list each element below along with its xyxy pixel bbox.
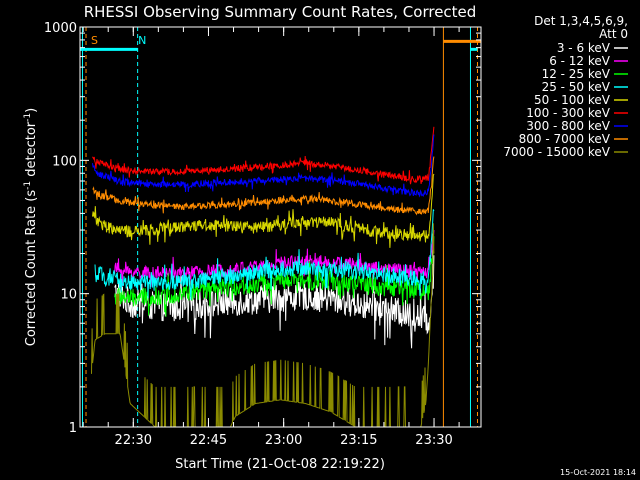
x-tick-label-4: 23:30 xyxy=(415,433,452,448)
x-tick-label-1: 22:45 xyxy=(190,433,227,448)
y-tick-label-1: 10 xyxy=(60,288,77,303)
state-bars xyxy=(80,39,481,51)
y-axis-label-part3: ) xyxy=(24,108,39,113)
annotation-s: S xyxy=(91,34,98,47)
legend-label-4: 50 - 100 keV xyxy=(534,93,611,107)
x-tick-label-0: 22:30 xyxy=(115,433,152,448)
y-axis-ticks: 1 10 100 1000 xyxy=(44,21,481,436)
series-line-6 xyxy=(92,134,435,198)
legend-label-8: 7000 - 15000 keV xyxy=(503,145,610,159)
series-line-3 xyxy=(94,209,435,300)
legend-label-0: 3 - 6 keV xyxy=(557,41,611,55)
x-tick-label-3: 23:15 xyxy=(340,433,377,448)
timestamp: 15-Oct-2021 18:14 xyxy=(560,468,636,477)
y-axis-label-part1: Corrected Count Rate (s xyxy=(24,190,39,347)
legend-label-2: 12 - 25 keV xyxy=(542,67,611,81)
legend-label-3: 25 - 50 keV xyxy=(542,80,611,94)
legend-label-6: 300 - 800 keV xyxy=(526,119,610,133)
x-axis-ticks: 22:30 22:45 23:00 23:15 23:30 xyxy=(82,27,460,448)
x-axis-label: Start Time (21-Oct-08 22:19:22) xyxy=(175,457,385,472)
series-line-4 xyxy=(92,173,435,248)
legend-label-1: 6 - 12 keV xyxy=(549,54,611,68)
legend-header-line2: Att 0 xyxy=(599,27,628,41)
plot-frame xyxy=(79,26,482,428)
series-line-7 xyxy=(92,156,435,216)
series-line-5 xyxy=(92,126,435,185)
y-tick-label-3: 1000 xyxy=(44,21,77,36)
legend-label-7: 800 - 7000 keV xyxy=(519,132,611,146)
annotation-n: N xyxy=(138,34,146,47)
chart-title: RHESSI Observing Summary Count Rates, Co… xyxy=(84,3,477,21)
legend-label-5: 100 - 300 keV xyxy=(526,106,610,120)
y-tick-label-2: 100 xyxy=(52,154,77,169)
y-axis-label-sup2: -1 xyxy=(23,113,33,122)
y-axis-label: Corrected Count Rate (s-1 detector-1) xyxy=(23,108,39,346)
y-tick-label-0: 1 xyxy=(69,421,77,436)
x-tick-label-2: 23:00 xyxy=(265,433,302,448)
vertical-markers xyxy=(82,27,478,427)
series-lines xyxy=(91,126,435,428)
y-axis-label-sup1: -1 xyxy=(23,181,33,190)
y-axis-label-part2: detector xyxy=(24,121,39,181)
legend-header-line1: Det 1,3,4,5,6,9, xyxy=(534,14,628,28)
